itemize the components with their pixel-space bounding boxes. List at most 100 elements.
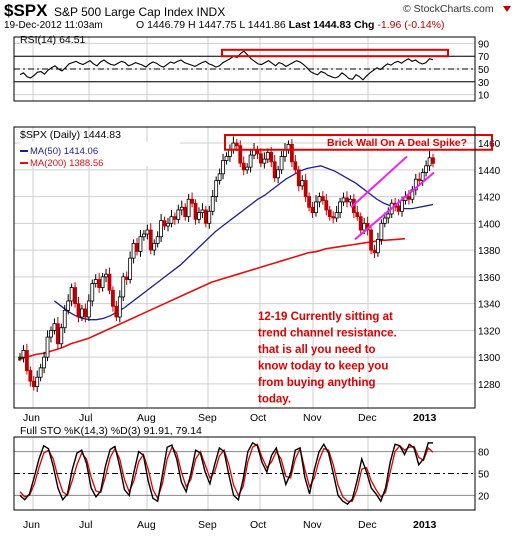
price-candle	[376, 238, 380, 254]
month-label-bottom: Aug	[137, 519, 156, 531]
price-candle	[338, 201, 342, 214]
price-candle	[66, 300, 71, 311]
price-candle	[28, 370, 33, 382]
month-label: Nov	[303, 412, 322, 424]
last-value: 1444.83	[313, 19, 352, 31]
price-candle	[424, 165, 429, 173]
price-candle	[193, 202, 198, 220]
price-panel-frame	[13, 126, 476, 409]
price-candle	[172, 216, 177, 220]
price-candle	[210, 196, 215, 212]
rsi-tick-label: 90	[478, 39, 490, 50]
price-candle	[24, 350, 29, 371]
price-candle	[107, 273, 112, 291]
price-candle	[379, 222, 384, 240]
price-candle	[224, 156, 229, 161]
price-candle	[42, 356, 46, 369]
chg-label: Chg	[354, 19, 375, 31]
price-candle	[324, 200, 329, 211]
price-candle	[52, 323, 57, 331]
ma200-line	[17, 237, 406, 361]
price-candle	[245, 166, 250, 171]
price-candle	[121, 276, 126, 298]
month-label-bottom: Oct	[250, 519, 266, 531]
price-candle	[355, 212, 360, 218]
price-candle	[169, 216, 174, 224]
price-candle	[131, 243, 136, 259]
rsi-tick-label: 70	[478, 52, 490, 63]
chg-value: -1.96 (-0.14%)	[377, 19, 445, 31]
price-tick-label: 1380	[478, 246, 501, 257]
price-candle	[114, 305, 119, 318]
price-tick-label: 1360	[478, 273, 501, 284]
price-candle	[76, 303, 81, 318]
sto-tick-label: 20	[478, 491, 490, 502]
price-candle	[396, 205, 401, 212]
price-candle	[214, 180, 219, 197]
price-candle	[207, 210, 212, 224]
price-tick-label: 1420	[478, 193, 501, 204]
price-tick-label: 1460	[478, 139, 501, 150]
price-tick-label: 1300	[478, 353, 501, 364]
price-candle	[341, 197, 346, 203]
open-value: 1446.79	[147, 19, 186, 31]
rsi-line	[19, 50, 434, 81]
price-candle	[262, 158, 267, 164]
price-candle	[331, 216, 336, 219]
price-candle	[104, 273, 108, 278]
high-label: H	[187, 19, 196, 31]
commentary-line: from buying anything	[258, 377, 376, 389]
commentary-line: trend channel resistance.	[258, 328, 397, 340]
price-tick-label: 1440	[478, 166, 501, 177]
rsi-legend: RSI(14) 64.51	[20, 34, 86, 46]
price-candle	[152, 243, 157, 251]
price-candle	[197, 212, 201, 220]
price-candle	[417, 178, 422, 181]
month-label: Aug	[137, 412, 156, 424]
brick-wall-box	[224, 134, 493, 151]
price-tick-label: 1280	[478, 380, 501, 391]
brick-wall-label: Brick Wall On A Deal Spike?	[327, 137, 467, 149]
price-candle	[317, 196, 322, 203]
price-candle	[334, 212, 339, 219]
price-candle	[276, 169, 281, 179]
sto-legend: Full STO %K(14,3) %D(3) 91.91, 79.14	[20, 425, 202, 437]
price-candle	[93, 279, 98, 284]
quote-line: O 1446.79 H 1447.75 L 1441.86 Last 1444.…	[136, 19, 445, 31]
price-candle	[238, 145, 243, 164]
price-candle	[327, 209, 332, 218]
price-candle	[183, 206, 188, 218]
price-legend-main: $SPX (Daily) 1444.83	[20, 129, 121, 141]
ticker-name: S&P 500 Large Cap Index INDX	[54, 5, 226, 19]
rsi-tick-label: 30	[478, 78, 490, 89]
price-candle	[69, 287, 74, 302]
price-candle	[407, 196, 411, 200]
price-candle	[49, 329, 53, 338]
month-label: 2013	[413, 412, 437, 424]
month-label: Jun	[23, 412, 40, 424]
open-label: O	[136, 19, 145, 31]
price-candle	[358, 216, 363, 231]
price-candle	[303, 180, 308, 197]
month-label: Sep	[198, 412, 217, 424]
commentary-line: 12-19 Currently sitting at	[258, 311, 393, 323]
price-candle	[190, 198, 194, 204]
month-label-bottom: Dec	[358, 519, 377, 531]
sto-panel-frame	[13, 436, 476, 511]
price-candle	[289, 143, 294, 163]
price-candle	[314, 201, 318, 214]
price-candle	[155, 236, 160, 244]
sto-tick-label: 80	[478, 448, 490, 459]
price-candle	[128, 257, 133, 280]
high-value: 1447.75	[198, 19, 237, 31]
price-tick-label: 1320	[478, 326, 501, 337]
price-candle	[21, 350, 26, 358]
price-candle	[310, 206, 315, 214]
month-label-bottom: Jun	[23, 519, 40, 531]
price-candle	[320, 196, 325, 201]
price-candle	[234, 142, 239, 147]
price-candle	[427, 157, 432, 167]
price-candle	[141, 233, 146, 238]
